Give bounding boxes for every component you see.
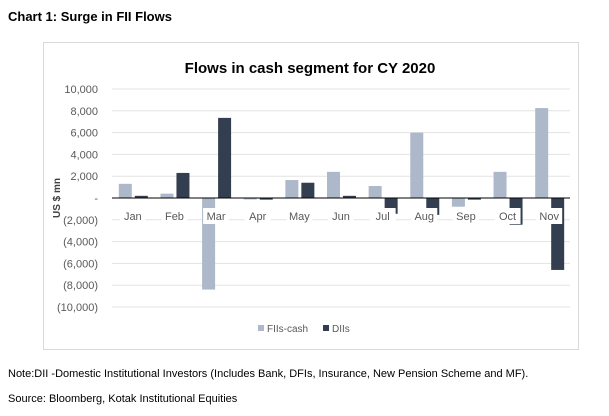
x-label-bg [244, 208, 271, 224]
y-tick-label: 6,000 [70, 128, 98, 140]
y-tick-label: - [94, 193, 98, 205]
x-label-bg [411, 208, 438, 224]
y-axis-label: US $ mn [52, 178, 63, 218]
y-tick-label: 4,000 [70, 149, 98, 161]
y-tick-label: (2,000) [63, 215, 98, 227]
legend-label: DIIs [332, 324, 350, 335]
bar-diis-may [301, 182, 315, 198]
chart-heading: Chart 1: Surge in FII Flows [8, 9, 172, 24]
y-tick-label: (6,000) [63, 258, 98, 270]
y-tick-label: 2,000 [70, 171, 98, 183]
x-tick-label: Mar [207, 211, 226, 223]
x-tick-label: Jan [124, 211, 142, 223]
x-label-bg [536, 208, 563, 224]
bar-fiis-cash-feb [160, 193, 174, 198]
x-label-bg [286, 208, 313, 224]
x-tick-label: Oct [499, 211, 516, 223]
x-label-bg [494, 208, 521, 224]
bar-diis-jun [343, 195, 356, 198]
bar-diis-feb [176, 172, 190, 198]
bar-fiis-cash-may [285, 180, 299, 198]
bar-diis-jan [134, 195, 148, 198]
x-tick-label: Jul [376, 211, 390, 223]
bar-fiis-cash-oct [493, 171, 507, 198]
bar-fiis-cash-sep [451, 198, 465, 207]
y-tick-label: (4,000) [63, 237, 98, 249]
y-tick-label: (8,000) [63, 280, 98, 292]
x-tick-label: Feb [165, 211, 184, 223]
x-label-bg [119, 208, 146, 224]
bar-fiis-cash-jun [327, 171, 340, 198]
legend-label: FIIs-cash [267, 324, 308, 335]
x-label-bg [328, 208, 354, 224]
bar-fiis-cash-jan [118, 183, 132, 198]
bar-diis-sep [467, 198, 481, 200]
x-label-bg [369, 208, 396, 224]
x-tick-label: Aug [414, 211, 434, 223]
y-tick-label: (10,000) [57, 302, 98, 314]
source: Source: Bloomberg, Kotak Institutional E… [8, 393, 238, 405]
bar-fiis-cash-jul [368, 186, 382, 198]
bar-diis-apr [259, 198, 273, 200]
x-label-bg [452, 208, 479, 224]
note: Note:DII -Domestic Institutional Investo… [8, 368, 529, 380]
y-tick-label: 8,000 [70, 106, 98, 118]
legend-swatch [258, 325, 264, 331]
bar-fiis-cash-nov [535, 108, 549, 198]
bar-fiis-cash-apr [243, 198, 257, 200]
x-label-bg [161, 208, 188, 224]
x-tick-label: Jun [332, 211, 350, 223]
x-label-bg [203, 208, 230, 224]
chart-frame [43, 42, 579, 350]
x-tick-label: Nov [539, 211, 559, 223]
x-tick-label: May [289, 211, 310, 223]
chart-title: Flows in cash segment for CY 2020 [185, 60, 436, 77]
legend-swatch [323, 325, 329, 331]
x-tick-label: Sep [456, 211, 476, 223]
bar-diis-mar [218, 117, 232, 198]
bar-fiis-cash-aug [410, 132, 424, 198]
x-tick-label: Apr [249, 211, 266, 223]
y-tick-label: 10,000 [64, 84, 98, 96]
